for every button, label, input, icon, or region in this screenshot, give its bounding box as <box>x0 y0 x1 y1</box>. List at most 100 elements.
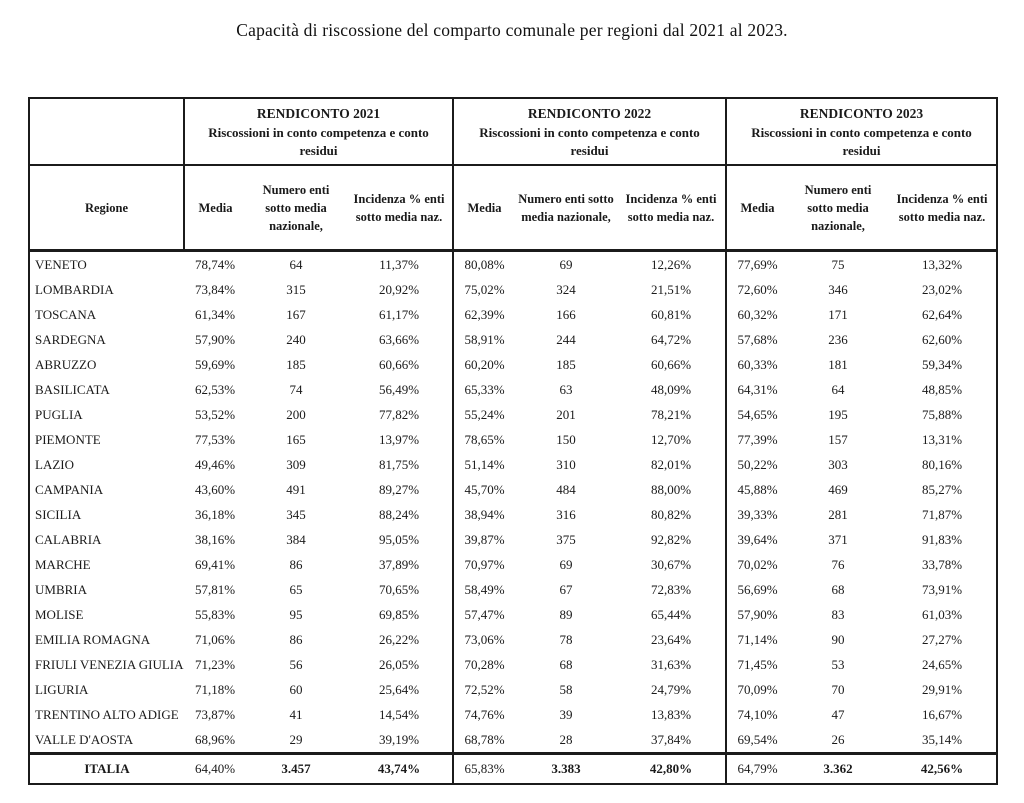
value-cell: 56,69% <box>737 581 778 597</box>
value-cell: 88,24% <box>346 502 454 527</box>
table-row: PUGLIA 53,52% 200 77,82% 55,24% 201 78,21% 54,6… <box>29 402 997 427</box>
value-cell: 49,46% <box>194 456 236 472</box>
value-cell: 89,27% <box>346 477 454 502</box>
region-cell: FRIULI VENEZIA GIULIA <box>35 656 184 672</box>
numero-enti-header-2021: Numero enti sotto media nazionale, <box>246 165 346 252</box>
value-cell: 20,92% <box>346 277 454 302</box>
value-cell: 61,03% <box>921 606 963 622</box>
value-cell: 28 <box>559 731 573 747</box>
value-cell: 58,49% <box>464 581 505 597</box>
value-cell: 55,24% <box>464 406 505 422</box>
value-cell: 73,06% <box>464 631 505 647</box>
region-cell: LOMBARDIA <box>35 281 114 297</box>
value-cell: 384 <box>286 531 306 547</box>
value-cell: 71,45% <box>737 656 778 672</box>
value-cell: 30,67% <box>617 552 727 577</box>
value-cell: 67 <box>559 581 573 597</box>
value-cell: 35,14% <box>921 731 963 747</box>
table-row: ABRUZZO 59,69% 185 60,66% 60,20% 185 60,66% 60,… <box>29 352 997 377</box>
incidenza-header-2021: Incidenza % enti sotto media naz. <box>346 165 454 252</box>
value-cell: 65,44% <box>617 602 727 627</box>
value-cell: 64 <box>831 381 845 397</box>
value-cell: 62,53% <box>194 381 236 397</box>
value-cell: 69,85% <box>346 602 454 627</box>
value-cell: 68 <box>559 656 573 672</box>
value-cell: 77,39% <box>737 431 778 447</box>
region-blank-cell <box>29 98 185 166</box>
value-cell: 86 <box>289 556 303 572</box>
value-cell: 81,75% <box>346 452 454 477</box>
value-cell: 75 <box>831 256 845 272</box>
value-cell: 60,81% <box>617 302 727 327</box>
group-title: RENDICONTO 2021 <box>256 105 381 121</box>
value-cell: 69,41% <box>194 556 236 572</box>
value-cell: 42,80% <box>617 752 727 784</box>
column-header-row: Regione Media Numero enti sotto media na… <box>29 165 997 252</box>
region-cell: LAZIO <box>35 456 74 472</box>
group-header-2021: RENDICONTO 2021 Riscossioni in conto com… <box>184 98 454 166</box>
value-cell: 48,09% <box>617 377 727 402</box>
value-cell: 75,02% <box>464 281 505 297</box>
region-cell: UMBRIA <box>35 581 88 597</box>
region-cell: CALABRIA <box>35 531 102 547</box>
region-cell: CAMPANIA <box>35 481 104 497</box>
value-cell: 60 <box>289 681 303 697</box>
value-cell: 11,37% <box>346 250 454 277</box>
value-cell: 60,66% <box>346 352 454 377</box>
value-cell: 484 <box>556 481 576 497</box>
region-cell: SICILIA <box>35 506 82 522</box>
value-cell: 57,68% <box>737 331 778 347</box>
value-cell: 201 <box>556 406 576 422</box>
value-cell: 53,52% <box>194 406 236 422</box>
value-cell: 345 <box>286 506 306 522</box>
value-cell: 27,27% <box>921 631 963 647</box>
value-cell: 375 <box>556 531 576 547</box>
region-cell: PUGLIA <box>35 406 83 422</box>
value-cell: 12,70% <box>617 427 727 452</box>
value-cell: 244 <box>556 331 576 347</box>
value-cell: 31,63% <box>617 652 727 677</box>
value-cell: 61,34% <box>194 306 236 322</box>
group-header-2022: RENDICONTO 2022 Riscossioni in conto com… <box>453 98 727 166</box>
value-cell: 57,47% <box>464 606 505 622</box>
table-header: RENDICONTO 2021 Riscossioni in conto com… <box>29 98 997 252</box>
value-cell: 77,69% <box>737 256 778 272</box>
value-cell: 64 <box>289 256 303 272</box>
value-cell: 89 <box>559 606 573 622</box>
value-cell: 21,51% <box>617 277 727 302</box>
value-cell: 77,53% <box>194 431 236 447</box>
value-cell: 60,20% <box>464 356 505 372</box>
value-cell: 57,81% <box>194 581 236 597</box>
value-cell: 38,94% <box>464 506 505 522</box>
value-cell: 78,74% <box>194 256 236 272</box>
value-cell: 240 <box>286 331 306 347</box>
value-cell: 3.457 <box>246 752 346 784</box>
region-cell: ITALIA <box>29 752 184 784</box>
table-row: EMILIA ROMAGNA 71,06% 86 26,22% 73,06% 78 23,6… <box>29 627 997 652</box>
value-cell: 62,39% <box>464 306 505 322</box>
value-cell: 13,83% <box>617 702 727 727</box>
region-cell: VALLE D'AOSTA <box>35 731 134 747</box>
value-cell: 13,31% <box>921 431 963 447</box>
value-cell: 309 <box>286 456 306 472</box>
value-cell: 68 <box>831 581 845 597</box>
region-cell: TOSCANA <box>35 306 97 322</box>
value-cell: 54,65% <box>737 406 778 422</box>
value-cell: 371 <box>828 531 848 547</box>
value-cell: 68,96% <box>194 731 236 747</box>
value-cell: 29 <box>289 731 303 747</box>
table-row: LIGURIA 71,18% 60 25,64% 72,52% 58 24,79% 70,09… <box>29 677 997 702</box>
value-cell: 80,16% <box>921 456 963 472</box>
value-cell: 78,21% <box>617 402 727 427</box>
value-cell: 73,84% <box>194 281 236 297</box>
value-cell: 76 <box>831 556 845 572</box>
value-cell: 310 <box>556 456 576 472</box>
value-cell: 157 <box>828 431 848 447</box>
value-cell: 13,97% <box>346 427 454 452</box>
value-cell: 95 <box>289 606 303 622</box>
value-cell: 64,72% <box>617 327 727 352</box>
media-header-2022: Media <box>453 165 515 252</box>
value-cell: 181 <box>828 356 848 372</box>
region-cell: EMILIA ROMAGNA <box>35 631 151 647</box>
value-cell: 24,65% <box>921 656 963 672</box>
